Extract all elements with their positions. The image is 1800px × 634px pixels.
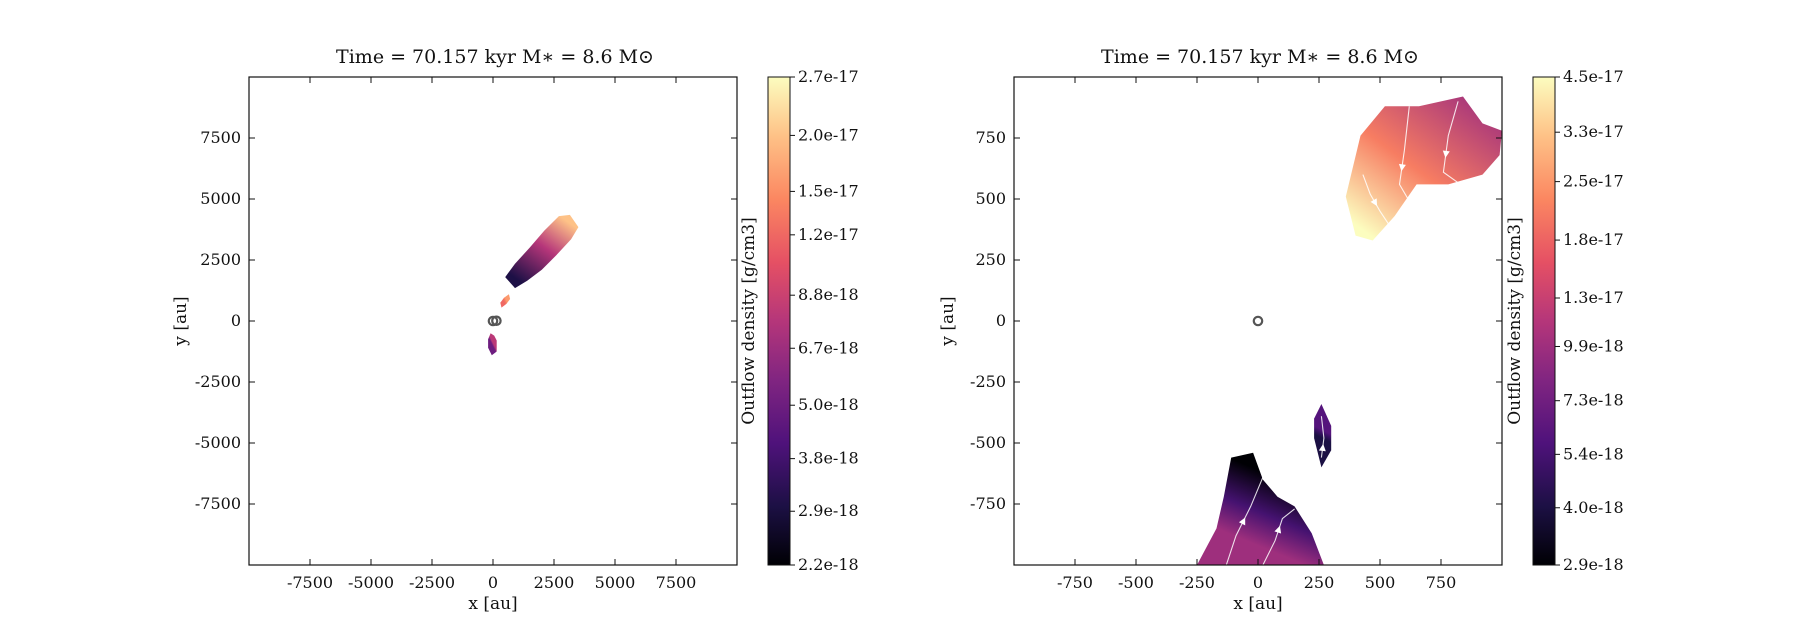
colorbar-tick-label: 2.5e-17 [1563,172,1624,191]
colorbar-tick-label: 2.9e-18 [1563,555,1624,574]
x-tick-label: 500 [1365,573,1396,592]
y-axis-label: y [au] [171,296,191,346]
y-tick-label: -500 [970,433,1006,452]
streamline-arrow [1238,517,1246,526]
axis-ticks: -750 -500 -250 0 250 500 750 -750 -500 -250 0 250 50… [970,77,1502,592]
outflow-region [488,333,497,356]
colorbar-tick-label: 1.2e-17 [798,225,859,244]
colorbar-tick-label: 2.0e-17 [798,125,859,144]
colorbar-gradient [1532,76,1556,566]
colorbar-tick-label: 7.3e-18 [1563,391,1624,410]
x-tick-label: 2500 [534,573,575,592]
x-tick-label: 5000 [595,573,636,592]
y-tick-label: 250 [975,250,1006,269]
colorbar: Outflow density [g/cm3] 2.2e-18 2.9e-18 3.… [739,67,859,574]
x-tick-label: 0 [1253,573,1263,592]
colorbar-tick-label: 2.7e-17 [798,67,859,86]
streamline-arrow [1398,163,1406,172]
plot-area [1197,96,1502,565]
x-tick-label: -7500 [287,573,333,592]
y-axis-label: y [au] [938,296,958,346]
colorbar-tick-label: 2.2e-18 [798,555,859,574]
plot-area [487,214,579,356]
y-tick-label: 0 [231,311,241,330]
x-tick-label: -500 [1118,573,1154,592]
y-tick-label: 750 [975,128,1006,147]
colorbar-tick-label: 1.3e-17 [1563,288,1624,307]
outflow-region [1197,452,1324,565]
colorbar-tick-label: 6.7e-18 [798,338,859,357]
outflow-region [1345,96,1502,241]
colorbar: Outflow density [g/cm3] 2.9e-18 4.0e-18 5.… [1505,67,1624,574]
colorbar-tick-label: 1.8e-17 [1563,230,1624,249]
x-tick-label: 750 [1426,573,1457,592]
streamline-arrow [1370,198,1378,207]
y-tick-label: 5000 [200,189,241,208]
chart-title: Time = 70.157 kyr M∗ = 8.6 M⊙ [1101,46,1419,68]
colorbar-tick-label: 3.3e-17 [1563,122,1624,141]
y-tick-label: 2500 [200,250,241,269]
outflow-region [1314,404,1332,468]
colorbar-tick-label: 8.8e-18 [798,285,859,304]
colorbar-gradient [767,76,791,566]
colorbar-tick-label: 5.4e-18 [1563,444,1624,463]
streamline [1320,416,1325,458]
streamline [1442,101,1486,185]
colorbar-tick-label: 4.0e-18 [1563,498,1624,517]
axis-ticks: -7500 -5000 -2500 0 2500 5000 7500 -7500 -5000 -2… [195,77,737,592]
x-tick-label: -750 [1057,573,1093,592]
y-tick-label: 7500 [200,128,241,147]
y-tick-label: -250 [970,372,1006,391]
streamline-arrow [1442,150,1450,158]
x-tick-label: -2500 [409,573,455,592]
colorbar-label: Outflow density [g/cm3] [739,217,759,424]
colorbar-tick-label: 1.5e-17 [798,181,859,200]
x-tick-label: 7500 [656,573,697,592]
colorbar-tick-label: 5.0e-18 [798,395,859,414]
y-tick-label: -5000 [195,433,241,452]
outflow-region [500,294,511,308]
colorbar-tick-label: 2.9e-18 [798,501,859,520]
panel-left: Time = 70.157 kyr M∗ = 8.6 M⊙ -7500 -5000… [171,46,859,614]
colorbar-tick-label: 9.9e-18 [1563,336,1624,355]
outflow-region [505,214,579,289]
panel-right: Time = 70.157 kyr M∗ = 8.6 M⊙ -750 -500 -2… [938,46,1624,614]
y-tick-label: -2500 [195,372,241,391]
x-tick-label: -250 [1179,573,1215,592]
x-tick-label: 250 [1304,573,1335,592]
x-axis-label: x [au] [1233,594,1282,614]
colorbar-label: Outflow density [g/cm3] [1505,217,1525,424]
x-tick-label: -5000 [348,573,394,592]
x-tick-label: 0 [488,573,498,592]
streamline [1398,106,1444,222]
sink-marker [491,315,502,327]
x-axis-label: x [au] [468,594,517,614]
y-tick-label: 0 [996,311,1006,330]
y-tick-label: 500 [975,189,1006,208]
colorbar-tick-label: 3.8e-18 [798,449,859,468]
colorbar-tick-label: 4.5e-17 [1563,67,1624,86]
y-tick-label: -750 [970,494,1006,513]
y-tick-label: -7500 [195,494,241,513]
streamline-arrow [1318,443,1326,452]
sink-marker [1252,315,1264,327]
streamline-arrow [1274,525,1282,534]
chart-title: Time = 70.157 kyr M∗ = 8.6 M⊙ [336,46,654,68]
